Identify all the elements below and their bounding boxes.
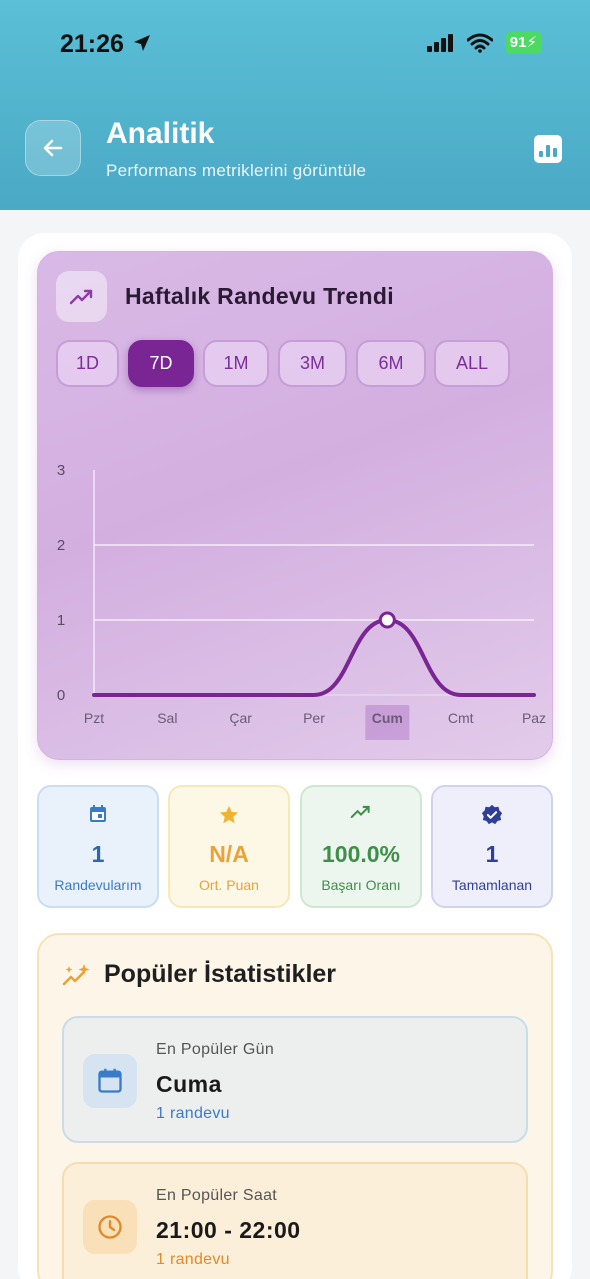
calendar-icon	[39, 804, 157, 824]
app-header: 21:26 91⚡ Analitik Performans metrikleri…	[0, 0, 590, 210]
range-button-all[interactable]: ALL	[434, 340, 510, 387]
location-arrow-icon	[134, 35, 150, 51]
star-icon	[170, 804, 288, 826]
trend-title: Haftalık Randevu Trendi	[125, 283, 394, 309]
back-button[interactable]	[25, 120, 81, 176]
range-button-3m[interactable]: 3M	[278, 340, 347, 387]
y-tick-label: 0	[57, 687, 65, 704]
battery-level: 91	[509, 34, 527, 51]
stat-value: 1	[91, 841, 105, 867]
trending-up-icon	[69, 289, 92, 304]
trend-line-chart: 0 1 2 3 Pzt Sal Çar Per Cum Cmt Paz	[57, 462, 546, 740]
wifi-icon	[466, 33, 493, 53]
stat-label: Randevularım	[54, 877, 142, 893]
y-tick-label: 1	[57, 612, 65, 629]
verified-icon	[433, 804, 551, 826]
stat-value: 1	[485, 841, 499, 867]
page-subtitle: Performans metriklerini görüntüle	[106, 161, 367, 180]
calendar-icon	[83, 1054, 137, 1108]
stat-card-success-rate[interactable]: 100.0% Başarı Oranı	[300, 785, 422, 908]
trending-up-icon	[302, 804, 420, 820]
battery-indicator: 91⚡	[504, 32, 542, 54]
popular-hour-value: 21:00 - 22:00	[156, 1217, 301, 1243]
x-tick-label: Pzt	[84, 710, 104, 726]
status-icons: 91⚡	[426, 32, 542, 54]
sparkle-trend-icon	[62, 964, 90, 986]
trend-icon-box	[56, 271, 107, 322]
popular-hour-label: En Popüler Saat	[156, 1187, 278, 1204]
x-tick-label: Sal	[157, 710, 177, 726]
y-tick-label: 3	[57, 462, 65, 479]
stat-card-appointments[interactable]: 1 Randevularım	[37, 785, 159, 908]
stat-value: 100.0%	[321, 841, 400, 867]
y-tick-label: 2	[57, 537, 65, 554]
stat-label: Tamamlanan	[451, 877, 533, 893]
x-tick-highlight	[365, 705, 410, 740]
stat-label: Ort. Puan	[199, 877, 259, 893]
arrow-left-icon	[43, 139, 63, 157]
x-tick-label: Cum	[372, 710, 403, 726]
signal-icon	[426, 34, 453, 52]
clock-icon	[83, 1200, 137, 1254]
stat-value: N/A	[209, 841, 249, 867]
stat-label: Başarı Oranı	[321, 877, 401, 893]
x-tick-label: Per	[303, 710, 325, 726]
page-title: Analitik	[106, 117, 215, 150]
range-button-6m[interactable]: 6M	[356, 340, 426, 387]
stat-card-completed[interactable]: 1 Tamamlanan	[431, 785, 553, 908]
stat-card-rating[interactable]: N/A Ort. Puan	[168, 785, 290, 908]
popular-stats-title: Popüler İstatistikler	[104, 960, 337, 988]
popular-hour-item[interactable]: En Popüler Saat 21:00 - 22:00 1 randevu	[62, 1162, 528, 1279]
popular-day-label: En Popüler Gün	[156, 1041, 275, 1058]
x-tick-label: Paz	[522, 710, 546, 726]
range-button-7d[interactable]: 7D	[128, 340, 194, 387]
bar-chart-icon[interactable]	[534, 135, 562, 163]
range-button-1m[interactable]: 1M	[203, 340, 269, 387]
popular-day-value: Cuma	[156, 1071, 222, 1097]
data-point-highlight	[378, 611, 396, 629]
trend-card	[37, 251, 553, 760]
popular-day-count: 1 randevu	[156, 1105, 230, 1122]
x-tick-label: Cmt	[448, 710, 474, 726]
x-tick-label: Çar	[229, 710, 252, 726]
popular-day-item[interactable]: En Popüler Gün Cuma 1 randevu	[62, 1016, 528, 1143]
status-time: 21:26	[60, 30, 124, 58]
range-button-1d[interactable]: 1D	[56, 340, 119, 387]
series-line	[92, 617, 536, 697]
popular-hour-count: 1 randevu	[156, 1251, 230, 1268]
